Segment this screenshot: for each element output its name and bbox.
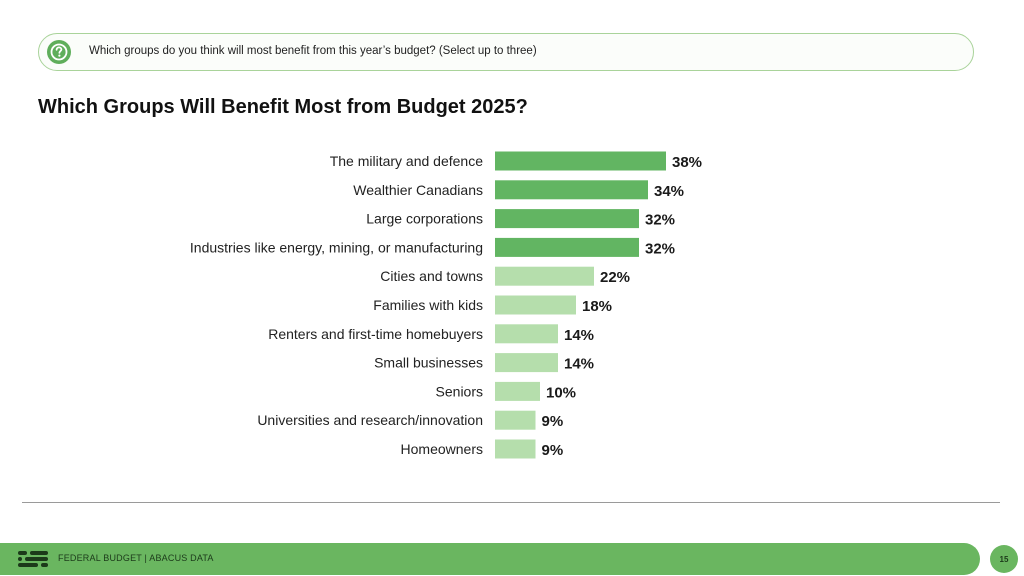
- footer-divider: [22, 502, 1000, 503]
- category-label: Universities and research/innovation: [257, 412, 483, 428]
- category-label: Wealthier Canadians: [353, 182, 483, 198]
- category-label: Cities and towns: [380, 268, 483, 284]
- category-label: Homeowners: [401, 441, 483, 457]
- category-label: The military and defence: [330, 153, 484, 169]
- value-label: 9%: [542, 413, 564, 430]
- question-text: Which groups do you think will most bene…: [89, 45, 537, 57]
- category-label: Seniors: [436, 383, 483, 399]
- value-label: 38%: [672, 154, 702, 171]
- category-label: Large corporations: [366, 211, 483, 227]
- bar: [495, 266, 594, 286]
- bar: [495, 295, 576, 315]
- bar: [495, 237, 639, 257]
- bar: [495, 353, 558, 373]
- value-label: 18%: [582, 298, 612, 315]
- bar: [495, 209, 639, 229]
- value-label: 32%: [645, 212, 675, 229]
- bar: [495, 381, 540, 401]
- page-number: 15: [990, 545, 1018, 573]
- bar: [495, 151, 666, 171]
- bar: [495, 324, 558, 344]
- question-banner: Which groups do you think will most bene…: [38, 33, 974, 71]
- question-icon: [47, 40, 71, 64]
- value-label: 32%: [645, 240, 675, 257]
- value-label: 22%: [600, 269, 630, 286]
- value-label: 9%: [542, 442, 564, 459]
- category-label: Small businesses: [374, 355, 483, 371]
- footer-bar: FEDERAL BUDGET | ABACUS DATA: [0, 543, 980, 575]
- category-label: Families with kids: [373, 297, 483, 313]
- value-label: 14%: [564, 327, 594, 344]
- footer-text: FEDERAL BUDGET | ABACUS DATA: [58, 553, 214, 563]
- bar: [495, 410, 536, 430]
- value-label: 34%: [654, 183, 684, 200]
- abacus-logo-icon: [18, 550, 50, 568]
- chart-title: Which Groups Will Benefit Most from Budg…: [38, 96, 528, 118]
- value-label: 14%: [564, 356, 594, 373]
- bar: [495, 439, 536, 459]
- bar: [495, 180, 648, 200]
- category-label: Renters and first-time homebuyers: [268, 326, 483, 342]
- category-label: Industries like energy, mining, or manuf…: [190, 239, 483, 255]
- value-label: 10%: [546, 384, 576, 401]
